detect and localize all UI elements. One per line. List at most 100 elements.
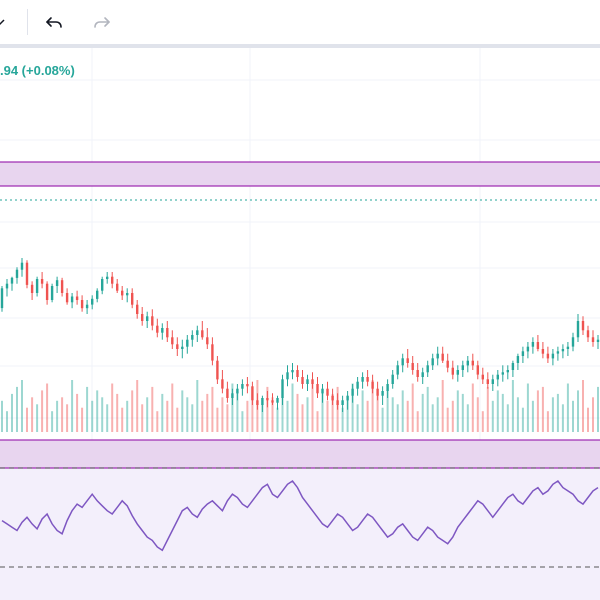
candle bbox=[516, 353, 520, 370]
candle bbox=[241, 379, 244, 396]
redo-icon bbox=[92, 12, 112, 32]
volume-bar bbox=[366, 400, 369, 432]
volume-bar bbox=[96, 390, 99, 432]
volume-bar bbox=[451, 400, 454, 432]
candle bbox=[551, 349, 555, 366]
candle bbox=[586, 325, 590, 342]
volume-bar bbox=[151, 386, 154, 432]
volume-bar bbox=[246, 400, 249, 432]
candle bbox=[561, 344, 565, 359]
toolbar-divider bbox=[27, 9, 28, 35]
highlight-band-upper bbox=[0, 161, 600, 187]
candle bbox=[136, 300, 139, 319]
undo-button[interactable] bbox=[40, 8, 68, 36]
candle bbox=[96, 288, 99, 303]
candle bbox=[161, 323, 164, 340]
volume-bar bbox=[11, 393, 13, 432]
candle bbox=[291, 363, 294, 380]
redo-button[interactable] bbox=[88, 8, 116, 36]
candle bbox=[50, 283, 54, 303]
volume-bar bbox=[501, 393, 504, 432]
volume-bar bbox=[6, 411, 8, 432]
candle bbox=[576, 314, 580, 342]
volume-bar bbox=[531, 400, 534, 432]
candle bbox=[406, 349, 409, 368]
volume-bar bbox=[566, 383, 569, 432]
volume-bar bbox=[321, 390, 324, 432]
candle bbox=[126, 288, 129, 303]
volume-bar bbox=[76, 393, 79, 432]
volume-bar bbox=[431, 404, 434, 432]
candlestick-series bbox=[0, 258, 600, 412]
candle bbox=[421, 367, 424, 384]
volume-bar bbox=[236, 390, 239, 432]
candle bbox=[556, 346, 560, 361]
candle bbox=[411, 356, 414, 375]
candle bbox=[526, 342, 530, 359]
candle bbox=[296, 365, 299, 382]
volume-bar bbox=[371, 380, 374, 432]
volume-bar bbox=[111, 383, 114, 432]
candle bbox=[196, 325, 199, 342]
candle bbox=[341, 395, 344, 412]
candle bbox=[171, 330, 174, 349]
volume-bar bbox=[286, 400, 289, 432]
volume-bar bbox=[311, 380, 314, 432]
candle bbox=[151, 309, 154, 331]
volume-bar bbox=[356, 404, 359, 432]
candle bbox=[456, 365, 459, 382]
volume-bar bbox=[46, 383, 49, 432]
candle bbox=[371, 374, 374, 394]
volume-bar bbox=[582, 380, 584, 432]
candle bbox=[106, 272, 109, 284]
candle bbox=[85, 300, 89, 314]
volume-bar bbox=[121, 407, 124, 432]
volume-bar bbox=[461, 393, 464, 432]
price-chart[interactable] bbox=[0, 48, 600, 600]
volume-bar bbox=[506, 404, 509, 432]
volume-bar bbox=[391, 397, 394, 432]
volume-bar bbox=[376, 393, 379, 432]
candle bbox=[581, 316, 585, 335]
volume-bar bbox=[416, 411, 419, 432]
volume-bar bbox=[36, 404, 39, 432]
candle bbox=[336, 393, 339, 410]
volume-bar bbox=[592, 397, 594, 432]
volume-bar bbox=[91, 400, 94, 432]
volume-bar bbox=[161, 393, 164, 432]
candle bbox=[201, 321, 204, 340]
volume-bar bbox=[196, 380, 199, 432]
candle bbox=[301, 370, 304, 389]
candle bbox=[75, 290, 79, 305]
volume-bar bbox=[71, 380, 74, 432]
candle bbox=[246, 377, 249, 394]
candle bbox=[65, 288, 69, 305]
volume-bar bbox=[541, 386, 544, 432]
volume-bar bbox=[231, 383, 234, 432]
candle bbox=[536, 335, 540, 352]
volume-bar bbox=[516, 397, 519, 432]
candle bbox=[566, 342, 570, 356]
volume-bar bbox=[446, 407, 449, 432]
candle bbox=[116, 279, 119, 293]
volume-bar bbox=[411, 383, 414, 432]
volume-bar bbox=[106, 404, 109, 432]
volume-bar bbox=[51, 411, 54, 432]
volume-bar bbox=[21, 380, 23, 432]
candle bbox=[501, 365, 504, 382]
candle bbox=[441, 346, 444, 363]
highlight-band-lower bbox=[0, 439, 600, 469]
volume-bar bbox=[16, 386, 18, 432]
candle bbox=[366, 370, 369, 387]
top-toolbar bbox=[0, 0, 600, 44]
candle bbox=[476, 360, 479, 380]
volume-bar bbox=[101, 397, 104, 432]
volume-bar bbox=[361, 390, 364, 432]
candle bbox=[111, 272, 114, 289]
candle bbox=[176, 337, 179, 356]
candle bbox=[436, 346, 439, 366]
candle bbox=[5, 279, 9, 297]
candle bbox=[431, 353, 434, 370]
candle bbox=[181, 339, 184, 359]
chevron-down-icon[interactable] bbox=[0, 8, 10, 36]
